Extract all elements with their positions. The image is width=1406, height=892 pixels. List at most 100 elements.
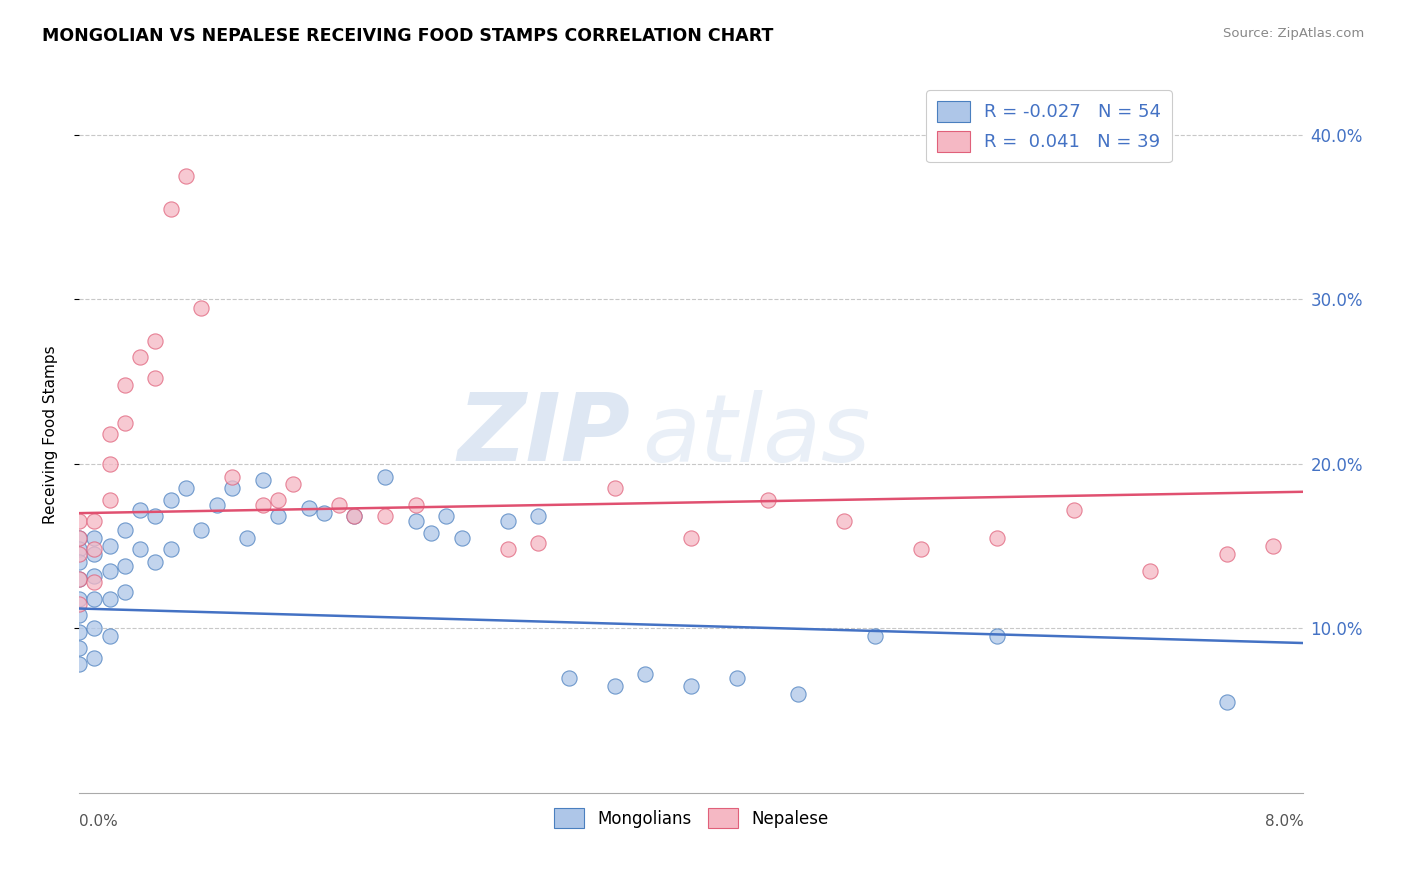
Point bbox=[603, 482, 626, 496]
Point bbox=[558, 671, 581, 685]
Point bbox=[236, 531, 259, 545]
Point bbox=[832, 514, 855, 528]
Point bbox=[527, 535, 550, 549]
Point bbox=[83, 621, 105, 635]
Point bbox=[1216, 547, 1239, 561]
Point bbox=[145, 556, 167, 570]
Point bbox=[527, 509, 550, 524]
Point bbox=[129, 503, 152, 517]
Point bbox=[67, 640, 90, 655]
Point bbox=[98, 457, 121, 471]
Point bbox=[405, 498, 427, 512]
Point bbox=[67, 542, 90, 557]
Point bbox=[67, 572, 90, 586]
Point bbox=[174, 482, 197, 496]
Text: Source: ZipAtlas.com: Source: ZipAtlas.com bbox=[1223, 27, 1364, 40]
Point bbox=[267, 509, 290, 524]
Point bbox=[67, 556, 90, 570]
Point bbox=[174, 169, 197, 183]
Point bbox=[114, 523, 136, 537]
Point bbox=[267, 493, 290, 508]
Point bbox=[1216, 695, 1239, 709]
Point bbox=[67, 608, 90, 623]
Point bbox=[221, 470, 243, 484]
Point bbox=[312, 506, 335, 520]
Point bbox=[67, 531, 90, 545]
Point bbox=[496, 542, 519, 557]
Point bbox=[98, 427, 121, 442]
Point bbox=[83, 568, 105, 582]
Point bbox=[114, 416, 136, 430]
Point bbox=[83, 575, 105, 590]
Point bbox=[98, 493, 121, 508]
Point bbox=[297, 501, 319, 516]
Point bbox=[67, 657, 90, 672]
Point bbox=[986, 531, 1008, 545]
Point bbox=[145, 334, 167, 348]
Point bbox=[252, 498, 274, 512]
Y-axis label: Receiving Food Stamps: Receiving Food Stamps bbox=[44, 346, 58, 524]
Point bbox=[67, 572, 90, 586]
Text: atlas: atlas bbox=[643, 390, 870, 481]
Point bbox=[114, 585, 136, 599]
Point bbox=[374, 509, 396, 524]
Point bbox=[986, 630, 1008, 644]
Point bbox=[221, 482, 243, 496]
Point bbox=[190, 523, 212, 537]
Point bbox=[328, 498, 350, 512]
Point bbox=[434, 509, 457, 524]
Point bbox=[725, 671, 748, 685]
Point bbox=[67, 514, 90, 528]
Point bbox=[252, 473, 274, 487]
Point bbox=[159, 202, 181, 216]
Point bbox=[114, 558, 136, 573]
Point bbox=[98, 591, 121, 606]
Text: 0.0%: 0.0% bbox=[79, 814, 118, 829]
Point bbox=[450, 531, 472, 545]
Point bbox=[83, 542, 105, 557]
Point bbox=[83, 650, 105, 665]
Text: ZIP: ZIP bbox=[457, 389, 630, 481]
Point bbox=[98, 539, 121, 553]
Point bbox=[1139, 564, 1161, 578]
Text: 8.0%: 8.0% bbox=[1264, 814, 1303, 829]
Point bbox=[129, 542, 152, 557]
Point bbox=[114, 378, 136, 392]
Point bbox=[83, 547, 105, 561]
Point bbox=[159, 542, 181, 557]
Point bbox=[159, 493, 181, 508]
Point bbox=[67, 547, 90, 561]
Point bbox=[98, 564, 121, 578]
Point bbox=[67, 591, 90, 606]
Point bbox=[405, 514, 427, 528]
Point bbox=[681, 531, 703, 545]
Point bbox=[145, 509, 167, 524]
Point bbox=[1063, 503, 1085, 517]
Point bbox=[98, 630, 121, 644]
Point bbox=[83, 514, 105, 528]
Point bbox=[67, 597, 90, 611]
Point bbox=[420, 525, 443, 540]
Point bbox=[190, 301, 212, 315]
Point bbox=[83, 591, 105, 606]
Point bbox=[910, 542, 932, 557]
Point bbox=[83, 531, 105, 545]
Text: MONGOLIAN VS NEPALESE RECEIVING FOOD STAMPS CORRELATION CHART: MONGOLIAN VS NEPALESE RECEIVING FOOD STA… bbox=[42, 27, 773, 45]
Point bbox=[67, 624, 90, 639]
Point bbox=[756, 493, 779, 508]
Legend: Mongolians, Nepalese: Mongolians, Nepalese bbox=[547, 802, 835, 834]
Point bbox=[374, 470, 396, 484]
Point bbox=[681, 679, 703, 693]
Point bbox=[129, 350, 152, 364]
Point bbox=[863, 630, 886, 644]
Point bbox=[145, 371, 167, 385]
Point bbox=[1261, 539, 1284, 553]
Point bbox=[343, 509, 366, 524]
Point bbox=[67, 531, 90, 545]
Point bbox=[634, 667, 657, 681]
Point bbox=[205, 498, 228, 512]
Point bbox=[787, 687, 810, 701]
Point bbox=[496, 514, 519, 528]
Point bbox=[343, 509, 366, 524]
Point bbox=[603, 679, 626, 693]
